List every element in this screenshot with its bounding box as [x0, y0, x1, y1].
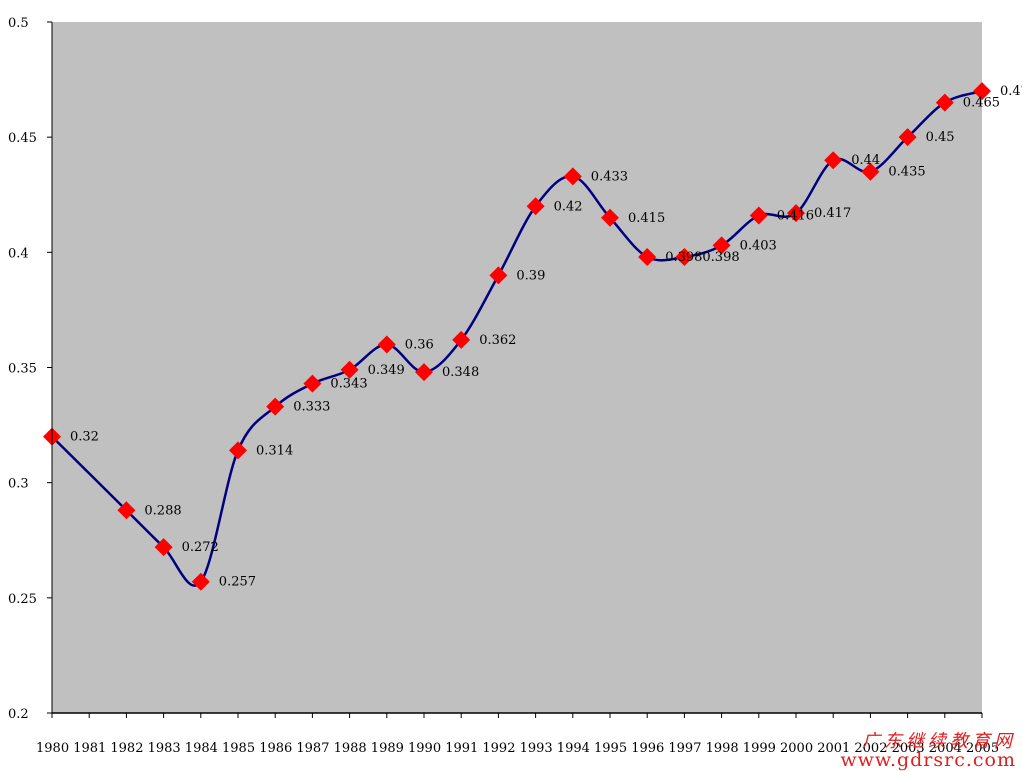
data-label: 0.417 — [814, 206, 851, 221]
x-axis: 1980 1981 1982 1983 1984 1985 1986 1987 1988 1989… — [36, 713, 999, 756]
data-label: 0.403 — [740, 238, 777, 253]
data-marker — [787, 204, 805, 223]
data-label: 0.416 — [777, 208, 814, 223]
data-marker — [229, 441, 247, 460]
x-tick-label: 1991 — [445, 741, 478, 756]
x-tick-label: 1992 — [482, 741, 515, 756]
x-tick-label: 1996 — [631, 741, 664, 756]
data-marker — [675, 247, 694, 266]
y-tick-label: 0.35 — [8, 362, 37, 377]
x-tick-label: 1995 — [594, 741, 627, 756]
data-label: 0.362 — [479, 333, 516, 348]
x-tick-label: 2005 — [966, 741, 999, 756]
data-label: 0.44 — [851, 153, 880, 168]
watermark-url: www.gdrsrc.com — [840, 749, 1016, 771]
data-marker — [749, 206, 768, 225]
data-marker — [415, 363, 433, 382]
data-marker — [340, 360, 359, 379]
y-tick-label: 0.5 — [8, 16, 29, 31]
data-marker — [861, 162, 880, 181]
data-marker — [601, 208, 619, 227]
x-tick-label: 1983 — [148, 741, 181, 756]
data-label: 0.343 — [330, 377, 367, 392]
data-marker — [563, 167, 582, 186]
data-marker — [266, 397, 285, 416]
data-marker — [452, 330, 471, 349]
data-marker — [117, 501, 136, 520]
data-label: 0.465 — [963, 96, 1000, 111]
y-axis: 0.2 0.25 0.3 0.35 0.4 0.45 0.5 — [8, 16, 52, 722]
data-marker — [303, 374, 322, 393]
data-marker — [489, 266, 508, 285]
data-label: 0.398 — [702, 250, 739, 265]
data-marker — [377, 335, 396, 354]
data-marker — [191, 572, 210, 591]
x-tick-label: 2004 — [929, 741, 962, 756]
x-tick-label: 1999 — [743, 741, 776, 756]
data-marker — [526, 197, 545, 216]
x-tick-label: 1982 — [110, 741, 143, 756]
data-label: 0.398 — [665, 250, 702, 265]
y-tick-label: 0.4 — [8, 246, 29, 261]
data-marker — [154, 538, 173, 557]
data-label: 0.257 — [219, 575, 256, 590]
data-label: 0.349 — [368, 363, 405, 378]
data-label: 0.435 — [888, 165, 925, 180]
data-label: 0.39 — [516, 268, 545, 283]
data-label: 0.288 — [144, 503, 181, 518]
plot-area — [52, 22, 982, 713]
x-tick-label: 1998 — [706, 741, 739, 756]
x-tick-label: 1994 — [557, 741, 590, 756]
x-tick-label: 1985 — [222, 741, 255, 756]
data-label: 0.348 — [442, 365, 479, 380]
data-label: 0.32 — [70, 430, 99, 445]
x-tick-label: 1986 — [259, 741, 292, 756]
data-label: 0.45 — [926, 130, 955, 145]
x-tick-label: 1984 — [185, 741, 218, 756]
data-marker — [824, 151, 843, 170]
data-marker — [935, 93, 954, 112]
data-marker — [973, 82, 991, 101]
y-tick-label: 0.2 — [8, 707, 29, 722]
data-label: 0.314 — [256, 443, 293, 458]
data-label: 0.333 — [293, 400, 330, 415]
data-labels: 0.320.2880.2720.2570.3140.3330.3430.3490… — [70, 84, 1022, 590]
data-marker — [638, 247, 657, 266]
y-tick-label: 0.25 — [8, 592, 37, 607]
data-label: 0.415 — [628, 211, 665, 226]
data-label: 0.47 — [1000, 84, 1022, 99]
data-label: 0.36 — [405, 337, 434, 352]
x-tick-label: 1987 — [296, 741, 329, 756]
x-tick-label: 2002 — [854, 741, 887, 756]
data-marker — [712, 236, 731, 255]
x-tick-label: 1981 — [73, 741, 106, 756]
x-tick-label: 1997 — [668, 741, 701, 756]
data-label: 0.42 — [554, 199, 583, 214]
x-tick-label: 2001 — [817, 741, 850, 756]
x-tick-label: 2000 — [780, 741, 813, 756]
x-tick-label: 1993 — [520, 741, 553, 756]
x-tick-label: 2003 — [892, 741, 925, 756]
data-label: 0.272 — [182, 540, 219, 555]
data-marker — [898, 128, 917, 147]
y-tick-label: 0.45 — [8, 131, 37, 146]
x-tick-label: 1980 — [36, 741, 69, 756]
data-label: 0.433 — [591, 169, 628, 184]
x-tick-label: 1988 — [334, 741, 367, 756]
x-tick-label: 1990 — [408, 741, 441, 756]
y-tick-label: 0.3 — [8, 477, 29, 492]
data-markers — [43, 82, 991, 591]
x-tick-label: 1989 — [371, 741, 404, 756]
watermark-title: 广东继续教育网 — [862, 731, 1016, 752]
